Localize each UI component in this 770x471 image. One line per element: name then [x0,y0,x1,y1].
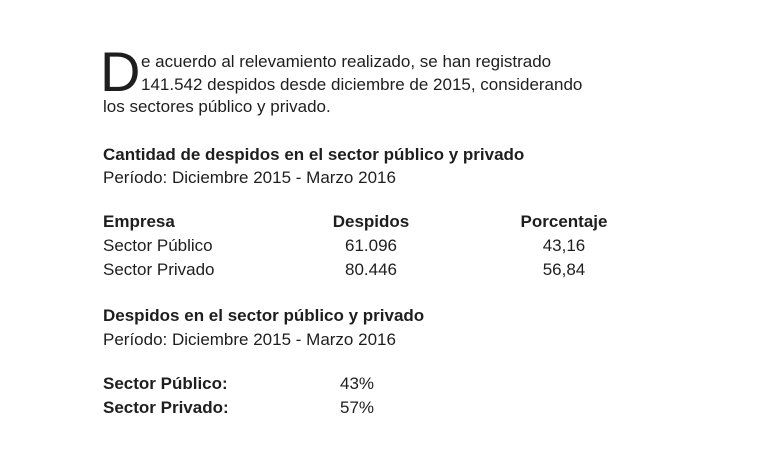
intro-line: e acuerdo al relevamiento realizado, se … [141,52,552,71]
table-cell: Sector Privado [103,260,215,279]
table-cell: 61.096 [345,236,397,255]
summary-value: 57% [340,398,375,417]
table-header: Despidos [332,212,410,231]
summary-value: 43% [340,374,375,393]
table-cell: 80.446 [345,260,397,279]
section-title: Despidos en el sector público y privado [103,306,425,325]
drop-cap: D [100,40,141,103]
table-header: Porcentaje [520,212,608,231]
table-cell: 43,16 [542,236,586,255]
summary-label: Sector Privado: [103,398,229,417]
intro-line: 141.542 despidos desde diciembre de 2015… [141,75,583,94]
intro-line: los sectores público y privado. [103,97,331,116]
table-cell: 56,84 [542,260,586,279]
table-cell: Sector Público [103,236,213,255]
table-header: Empresa [103,212,175,231]
section-period: Período: Diciembre 2015 - Marzo 2016 [103,330,396,349]
section-period: Período: Diciembre 2015 - Marzo 2016 [103,168,396,187]
summary-label: Sector Público: [103,374,228,393]
section-title: Cantidad de despidos en el sector públic… [103,145,525,164]
